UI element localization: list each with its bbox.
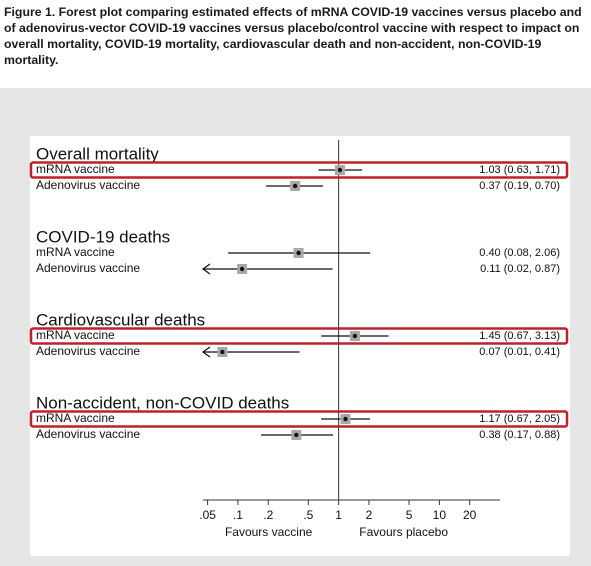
value-label: 0.40 (0.08, 2.06) [479,247,560,259]
group-heading: Cardiovascular deaths [36,310,205,329]
estimate-dot [337,167,343,173]
row-label: Adenovirus vaccine [36,344,140,358]
value-label: 1.03 (0.63, 1.71) [479,164,560,176]
x-tick-label: 2 [366,508,373,522]
x-tick-label: .5 [303,508,313,522]
value-label: 1.45 (0.67, 3.13) [479,330,560,342]
row-label: Adenovirus vaccine [36,178,140,192]
value-label: 0.37 (0.19, 0.70) [479,180,560,192]
row-label: mRNA vaccine [36,328,115,342]
x-tick-label: .2 [263,508,273,522]
x-tick-label: 20 [463,508,477,522]
estimate-dot [220,349,225,355]
group-heading: COVID-19 deaths [36,227,170,246]
value-label: 0.11 (0.02, 0.87) [480,263,560,275]
ci-arrow [201,263,211,275]
plot-bg [30,136,570,556]
row-label: Adenovirus vaccine [36,261,140,275]
x-tick-label: 10 [433,508,447,522]
row-label: mRNA vaccine [36,162,115,176]
estimate-dot [294,432,299,438]
value-label: 1.17 (0.67, 2.05) [479,413,560,425]
estimate-dot [343,416,348,422]
x-label-right: Favours placebo [359,525,448,539]
caption: Figure 1. Forest plot comparing estimate… [4,5,582,67]
ci-arrow [201,346,211,358]
x-tick-label: .05 [199,508,216,522]
x-tick-label: .1 [233,508,243,522]
estimate-dot [239,266,245,272]
group-heading: Overall mortality [36,144,159,163]
estimate-dot [352,333,358,339]
value-label: 0.07 (0.01, 0.41) [479,346,560,358]
value-label: 0.38 (0.17, 0.88) [479,429,560,441]
x-tick-label: 5 [406,508,413,522]
x-label-left: Favours vaccine [225,525,313,539]
highlight-box [29,161,569,179]
row-label: mRNA vaccine [36,411,115,425]
highlight-box [29,327,569,345]
row-label: Adenovirus vaccine [36,427,140,441]
estimate-dot [296,250,301,256]
group-heading: Non-accident, non-COVID deaths [36,393,289,412]
estimate-dot [292,183,298,189]
x-tick-label: 1 [335,508,342,522]
highlight-box [29,410,569,428]
row-label: mRNA vaccine [36,245,115,259]
